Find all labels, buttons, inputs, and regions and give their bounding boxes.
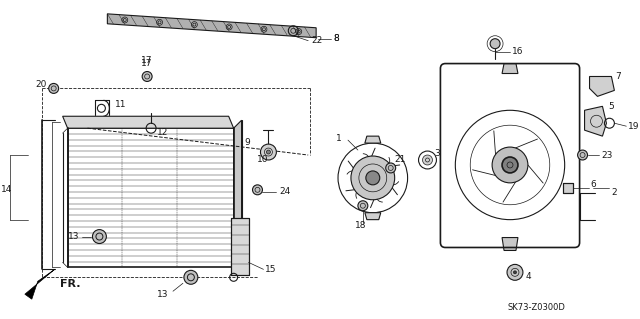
Text: 5: 5 — [609, 102, 614, 111]
Polygon shape — [25, 269, 54, 299]
Text: 12: 12 — [157, 128, 168, 137]
Text: 21: 21 — [395, 155, 406, 165]
Text: 13: 13 — [68, 232, 79, 241]
Circle shape — [260, 144, 276, 160]
Text: 14: 14 — [1, 185, 12, 194]
Bar — [230, 218, 248, 275]
Circle shape — [386, 163, 396, 173]
Text: 18: 18 — [355, 221, 367, 230]
Text: 19: 19 — [628, 122, 640, 131]
Text: 4: 4 — [526, 272, 532, 281]
Text: 24: 24 — [279, 187, 291, 196]
Text: 22: 22 — [311, 36, 323, 45]
Circle shape — [366, 171, 380, 185]
Circle shape — [578, 150, 588, 160]
Bar — [230, 218, 248, 275]
Circle shape — [507, 264, 523, 280]
Text: 20: 20 — [36, 80, 47, 89]
Polygon shape — [234, 120, 241, 267]
Circle shape — [184, 270, 198, 284]
Text: 23: 23 — [602, 151, 613, 160]
Circle shape — [92, 230, 106, 243]
Text: 3: 3 — [435, 149, 440, 158]
Text: 7: 7 — [616, 72, 621, 81]
Text: 2: 2 — [611, 188, 617, 197]
Text: 10: 10 — [257, 155, 268, 165]
Circle shape — [492, 147, 528, 183]
Polygon shape — [502, 238, 518, 250]
Text: FR.: FR. — [60, 279, 80, 289]
Polygon shape — [63, 116, 234, 128]
Polygon shape — [502, 63, 518, 73]
Circle shape — [422, 155, 433, 165]
Polygon shape — [365, 213, 381, 220]
Text: 6: 6 — [591, 180, 596, 189]
Circle shape — [513, 271, 516, 274]
Text: 8: 8 — [333, 34, 339, 43]
Circle shape — [358, 201, 368, 211]
Circle shape — [490, 39, 500, 49]
Circle shape — [351, 156, 395, 200]
Text: 9: 9 — [244, 137, 250, 147]
Circle shape — [502, 157, 518, 173]
Bar — [563, 183, 573, 193]
Text: 17: 17 — [141, 56, 153, 65]
Polygon shape — [589, 77, 614, 96]
Polygon shape — [365, 136, 381, 143]
Text: 8: 8 — [333, 34, 339, 43]
Circle shape — [49, 84, 59, 93]
Circle shape — [266, 150, 271, 154]
Text: 16: 16 — [512, 47, 524, 56]
Text: SK73-Z0300D: SK73-Z0300D — [507, 303, 565, 312]
Text: 15: 15 — [266, 265, 277, 274]
Bar — [563, 183, 573, 193]
Circle shape — [253, 185, 262, 195]
Polygon shape — [108, 14, 316, 38]
Text: 13: 13 — [157, 290, 168, 299]
Circle shape — [142, 71, 152, 81]
Bar — [68, 128, 234, 267]
Text: 1: 1 — [336, 134, 342, 143]
Text: 11: 11 — [115, 100, 127, 109]
Text: 17: 17 — [141, 59, 153, 68]
Polygon shape — [584, 106, 607, 136]
